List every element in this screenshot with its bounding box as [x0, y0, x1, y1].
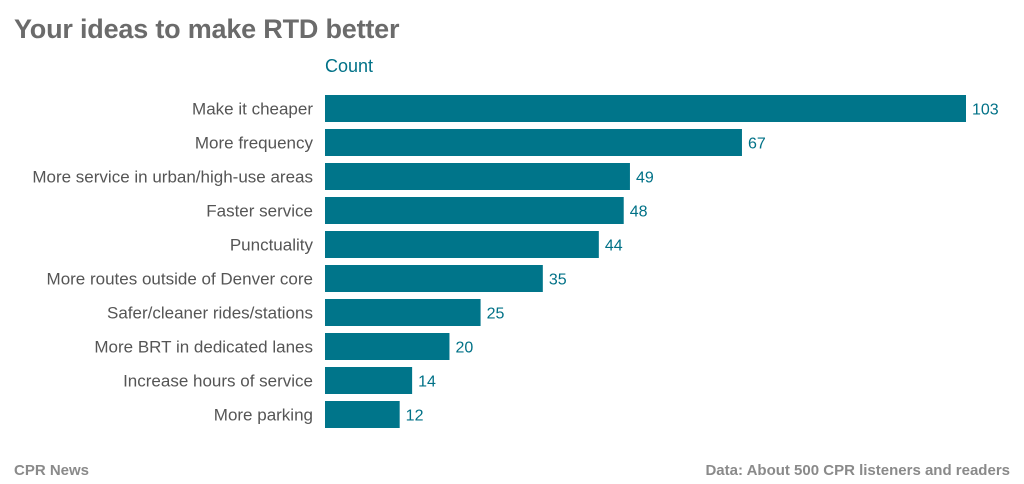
value-label: 44: [605, 238, 623, 255]
value-label: 14: [418, 374, 436, 391]
category-label: Increase hours of service: [123, 372, 313, 391]
bar: [325, 367, 413, 394]
category-label: More parking: [214, 406, 313, 425]
bar: [325, 129, 742, 156]
bar: [325, 231, 599, 258]
value-label: 103: [972, 102, 999, 119]
value-label: 67: [748, 136, 766, 153]
value-label: 49: [636, 170, 654, 187]
category-label: More BRT in dedicated lanes: [94, 338, 313, 357]
category-label: More service in urban/high-use areas: [32, 168, 313, 187]
footer-source-right: Data: About 500 CPR listeners and reader…: [705, 462, 1010, 479]
category-label: Make it cheaper: [192, 100, 313, 119]
category-label: Safer/cleaner rides/stations: [107, 304, 313, 323]
bar: [325, 401, 400, 428]
value-label: 25: [487, 306, 505, 323]
bar: [325, 95, 966, 122]
bar: [325, 197, 624, 224]
category-label: More frequency: [195, 134, 314, 153]
value-label: 20: [455, 340, 473, 357]
series-label: Count: [325, 56, 374, 76]
category-label: Faster service: [206, 202, 313, 221]
bar: [325, 265, 543, 292]
value-label: 48: [630, 204, 648, 221]
value-label: 35: [549, 272, 567, 289]
category-label: Punctuality: [230, 236, 314, 255]
bar: [325, 163, 630, 190]
value-label: 12: [406, 408, 424, 425]
category-label: More routes outside of Denver core: [47, 270, 313, 289]
footer-source-left: CPR News: [14, 462, 90, 479]
bar: [325, 299, 481, 326]
bar: [325, 333, 450, 360]
chart-title: Your ideas to make RTD better: [14, 14, 400, 44]
